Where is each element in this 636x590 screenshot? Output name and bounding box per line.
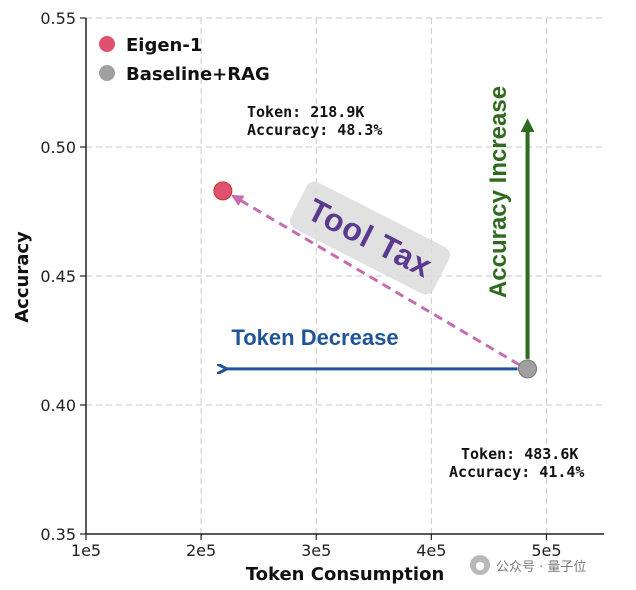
eigen-token-annotation: Token: 218.9K bbox=[247, 103, 364, 121]
eigen-accuracy-annotation: Accuracy: 48.3% bbox=[247, 121, 382, 139]
tool-tax-connector-line bbox=[231, 194, 521, 367]
y-tick-label: 0.50 bbox=[40, 138, 76, 157]
legend-marker-baseline-rag bbox=[99, 65, 115, 81]
legend-label-eigen-1: Eigen-1 bbox=[126, 35, 202, 56]
x-tick-label: 2e5 bbox=[186, 541, 216, 560]
baseline-accuracy-annotation: Accuracy: 41.4% bbox=[449, 463, 584, 481]
x-tick-label: 1e5 bbox=[71, 541, 101, 560]
annotations: Tool Tax Token Decrease Accuracy Increas… bbox=[225, 86, 584, 481]
y-axis-title: Accuracy bbox=[12, 231, 33, 323]
data-point-eigen-1 bbox=[213, 181, 233, 201]
tool-tax-label-box bbox=[290, 181, 450, 295]
accuracy-increase-text: Accuracy Increase bbox=[485, 86, 512, 298]
tick-labels: 1e5 2e5 3e5 4e5 5e5 0.35 0.40 0.45 0.50 0.55 bbox=[40, 9, 561, 560]
data-point-baseline-rag bbox=[518, 359, 538, 379]
wechat-logo-icon: ● bbox=[470, 555, 490, 575]
y-tick-label: 0.35 bbox=[40, 525, 76, 544]
x-axis-title: Token Consumption bbox=[246, 564, 445, 585]
y-tick-label: 0.55 bbox=[40, 9, 76, 28]
y-tick-label: 0.40 bbox=[40, 396, 76, 415]
tool-tax-label: Tool Tax bbox=[290, 181, 450, 295]
data-points bbox=[213, 181, 538, 379]
legend-label-baseline-rag: Baseline+RAG bbox=[126, 64, 270, 85]
token-decrease-text: Token Decrease bbox=[231, 325, 398, 350]
x-tick-label: 3e5 bbox=[301, 541, 331, 560]
legend-marker-eigen-1 bbox=[99, 36, 115, 52]
y-tick-label: 0.45 bbox=[40, 267, 76, 286]
x-tick-label: 4e5 bbox=[416, 541, 446, 560]
axes bbox=[80, 17, 604, 540]
watermark: ● 公众号 · 量子位 bbox=[470, 552, 620, 578]
watermark-text: 公众号 · 量子位 bbox=[496, 559, 587, 575]
baseline-token-annotation: Token: 483.6K bbox=[461, 445, 578, 463]
x-tick-label: 5e5 bbox=[531, 541, 561, 560]
legend: Eigen-1 Baseline+RAG bbox=[99, 35, 270, 85]
